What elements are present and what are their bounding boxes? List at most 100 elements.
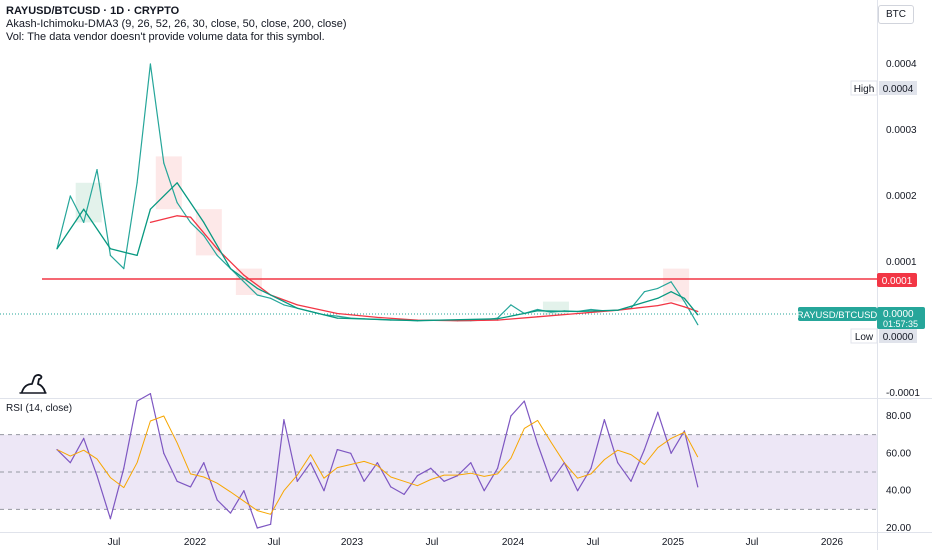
- time-axis-separator: [0, 532, 932, 533]
- rsi-point: [643, 449, 646, 451]
- series-line-ma-red[interactable]: [150, 215, 699, 322]
- rsi-point: [376, 462, 378, 464]
- data-point: [456, 320, 459, 322]
- data-point: [336, 312, 338, 315]
- rsi-point: [403, 493, 405, 495]
- data-point: [243, 281, 245, 283]
- time-axis-label[interactable]: 2023: [341, 537, 364, 548]
- data-point: [657, 304, 659, 307]
- data-point: [189, 221, 192, 223]
- time-axis-label[interactable]: 2026: [821, 537, 844, 548]
- price-axis-label[interactable]: 0.0003: [886, 125, 917, 136]
- data-point: [697, 324, 699, 326]
- rsi-point: [630, 480, 632, 482]
- price-axis-label[interactable]: 0.0001: [886, 257, 917, 268]
- currency-selector[interactable]: BTC: [878, 5, 914, 24]
- low-label-box: [850, 328, 878, 344]
- data-point: [83, 208, 85, 210]
- symbol-tag-box[interactable]: [798, 307, 877, 321]
- data-point: [136, 182, 138, 184]
- data-point: [176, 215, 178, 217]
- rsi-point: [83, 437, 85, 439]
- rsi-point: [123, 467, 125, 469]
- data-point: [670, 281, 672, 283]
- rsi-point: [657, 411, 659, 413]
- data-point: [283, 304, 285, 306]
- data-point: [697, 310, 699, 313]
- data-point: [496, 318, 499, 320]
- time-axis-label[interactable]: Jul: [426, 537, 439, 548]
- data-point: [296, 304, 298, 306]
- time-axis-label[interactable]: Jul: [108, 537, 121, 548]
- rsi-point: [603, 419, 605, 421]
- rsi-point: [523, 400, 525, 402]
- pane-separator[interactable]: [0, 398, 932, 399]
- resistance-value-box[interactable]: [877, 273, 917, 287]
- time-axis-label[interactable]: Jul: [746, 537, 759, 548]
- time-axis-label[interactable]: 2025: [662, 537, 685, 548]
- data-point: [136, 254, 138, 256]
- low-label: Low: [855, 332, 874, 343]
- data-point: [256, 287, 258, 289]
- data-point: [416, 320, 419, 322]
- time-axis-label[interactable]: 2024: [502, 537, 525, 548]
- price-axis-label[interactable]: 0.0004: [886, 59, 917, 70]
- data-point: [256, 294, 258, 296]
- series-line-ma-green[interactable]: [56, 182, 699, 322]
- data-point: [56, 248, 58, 250]
- rsi-axis-label[interactable]: 80.00: [886, 411, 911, 422]
- data-point: [657, 287, 659, 289]
- series-line-price[interactable]: [56, 63, 699, 326]
- rsi-point: [550, 480, 552, 482]
- data-point: [123, 268, 125, 270]
- volume-notice: Vol: The data vendor doesn't provide vol…: [6, 31, 325, 43]
- rsi-point: [590, 467, 592, 469]
- high-value-box: [879, 81, 917, 95]
- data-point: [336, 315, 338, 317]
- data-point: [697, 314, 699, 316]
- rsi-point: [216, 499, 218, 501]
- last-price-value: 0.0000: [883, 309, 914, 320]
- rsi-point: [510, 415, 512, 417]
- last-price-box[interactable]: [877, 307, 925, 329]
- symbol-title[interactable]: RAYUSD/BTCUSD · 1D · CRYPTO: [6, 5, 180, 17]
- data-point: [376, 316, 378, 319]
- rsi-axis-label[interactable]: 20.00: [886, 523, 911, 534]
- rsi-legend[interactable]: RSI (14, close): [6, 403, 73, 414]
- rsi-point: [96, 475, 98, 477]
- indicator-legend[interactable]: Akash-Ichimoku-DMA3 (9, 26, 52, 26, 30, …: [6, 18, 347, 30]
- rsi-point: [243, 490, 245, 492]
- rsi-point: [336, 449, 338, 451]
- data-point: [149, 63, 152, 65]
- ichimoku-cloud: [155, 156, 182, 210]
- rsi-point: [163, 452, 165, 454]
- time-axis-label[interactable]: Jul: [587, 537, 600, 548]
- data-point: [189, 216, 192, 218]
- rsi-point: [537, 443, 539, 445]
- rsi-point: [563, 462, 565, 464]
- data-point: [96, 169, 98, 171]
- resistance-value: 0.0001: [882, 276, 913, 287]
- time-axis-label[interactable]: Jul: [268, 537, 281, 548]
- data-point: [496, 319, 499, 321]
- data-point: [69, 195, 71, 197]
- rsi-point: [496, 467, 499, 469]
- rsi-point: [310, 462, 312, 464]
- data-point: [270, 297, 272, 299]
- data-point: [537, 310, 539, 312]
- price-axis-label[interactable]: 0.0002: [886, 191, 917, 202]
- time-axis-label[interactable]: 2022: [184, 537, 207, 548]
- ichimoku-cloud: [663, 268, 690, 302]
- price-axis-label[interactable]: -0.0001: [886, 388, 920, 399]
- data-point: [203, 235, 205, 237]
- rsi-point: [350, 452, 352, 454]
- rsi-axis-label[interactable]: 40.00: [886, 486, 911, 497]
- data-point: [243, 274, 245, 276]
- rsi-point: [270, 523, 272, 525]
- rsi-ma-line: [56, 415, 699, 515]
- high-label-box: [850, 80, 878, 96]
- rsi-axis-label[interactable]: 60.00: [886, 448, 911, 459]
- data-point: [176, 202, 178, 204]
- data-point: [83, 221, 85, 223]
